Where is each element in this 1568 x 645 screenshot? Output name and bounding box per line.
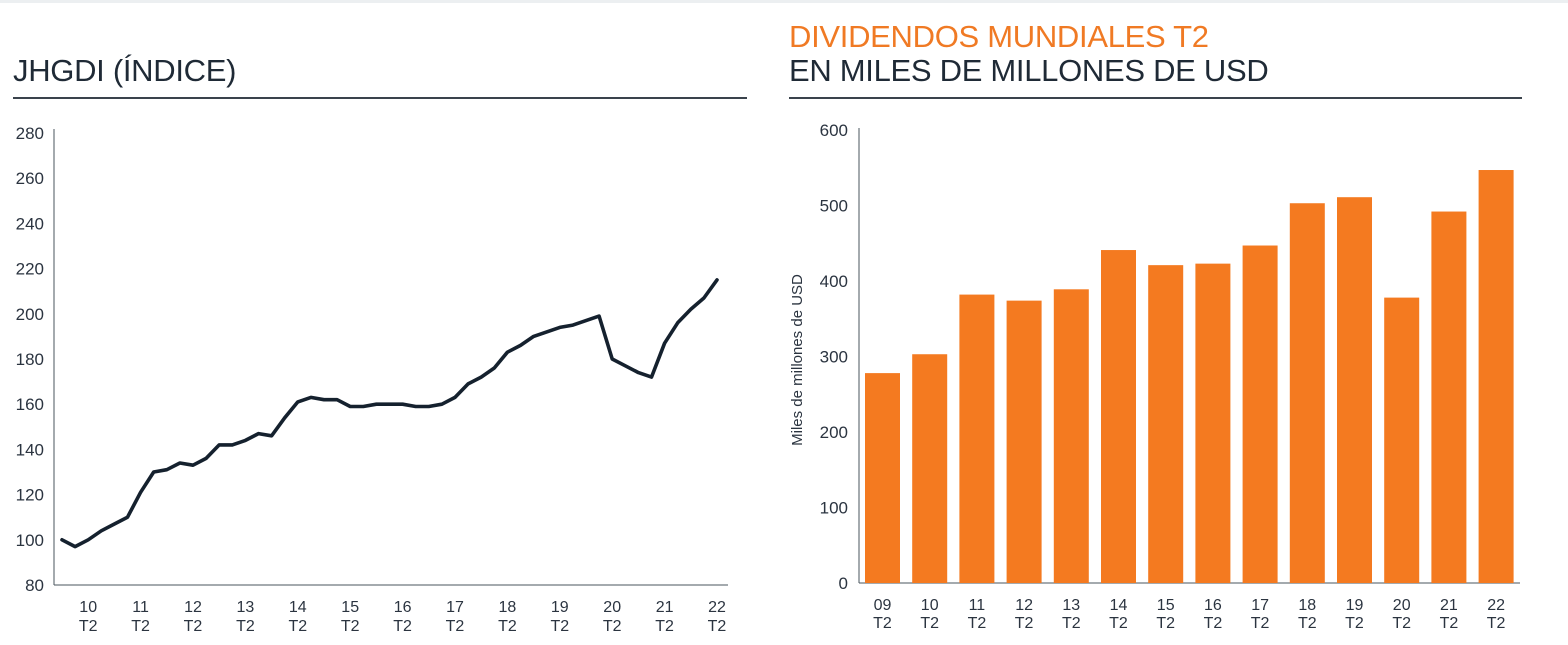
bar-12 [1006,300,1042,583]
x-tick-year: 15 [341,599,359,616]
x-tick-year: 16 [1204,597,1222,614]
y-axis-title: Miles de millones de USD [789,274,806,446]
x-tick-year: 17 [1251,597,1269,614]
dividends-chart-panel: DIVIDENDOS MUNDIALES T2 EN MILES DE MILL… [776,0,1568,645]
x-tick-quarter: T2 [1251,615,1270,632]
series-line-jhgdi [60,278,719,549]
x-tick-quarter: T2 [1109,615,1128,632]
bar-10 [912,354,948,583]
y-tick-label: 120 [16,486,44,505]
x-tick-quarter: T2 [1015,615,1034,632]
x-tick-quarter: T2 [550,618,569,635]
x-tick-quarter: T2 [708,618,727,635]
x-tick-quarter: T2 [1392,615,1411,632]
y-tick-label: 600 [820,121,848,140]
x-tick-quarter: T2 [1440,615,1459,632]
x-tick-year: 16 [394,599,412,616]
x-tick-year: 21 [1440,597,1458,614]
x-tick-year: 19 [551,599,569,616]
index-chart-panel: JHGDI (ÍNDICE) 80 100 120 140 160 180 200 220 24… [0,0,760,645]
x-tick-year: 11 [969,597,986,614]
bar-09 [865,373,900,583]
x-tick-year: 12 [184,599,202,616]
y-tick-label: 500 [820,197,848,216]
x-tick-quarter: T2 [498,618,517,635]
bar-17 [1242,245,1278,583]
x-tick-quarter: T2 [873,615,892,632]
x-tick-year: 19 [1346,597,1364,614]
y-tick-label: 280 [16,124,44,143]
x-tick-quarter: T2 [655,618,674,635]
x-tick-year: 13 [237,599,255,616]
bar-22 [1478,170,1514,583]
bar-19 [1337,197,1372,583]
x-tick-year: 17 [446,599,464,616]
y-tick-label: 240 [16,214,44,233]
x-tick-quarter: T2 [1204,615,1223,632]
bar-16 [1195,263,1231,583]
x-tick-year: 14 [289,599,307,616]
x-tick-year: 15 [1157,597,1175,614]
x-tick-year: 14 [1110,597,1128,614]
y-tick-label: 300 [820,348,848,367]
x-tick-quarter: T2 [1298,615,1317,632]
x-tick-year: 11 [132,599,149,616]
y-tick-label: 100 [16,531,44,550]
x-tick-quarter: T2 [1345,615,1364,632]
y-tick-label: 200 [16,305,44,324]
index-chart-title: JHGDI (ÍNDICE) [13,53,237,88]
y-tick-label: 200 [820,423,848,442]
x-tick-quarter: T2 [184,618,203,635]
dividends-chart-title: DIVIDENDOS MUNDIALES T2 [789,19,1209,54]
x-tick-year: 10 [79,599,97,616]
x-tick-quarter: T2 [968,615,987,632]
x-tick-quarter: T2 [1156,615,1175,632]
bar-13 [1053,289,1089,583]
dividends-bar-chart: 0 100 200 300 400 500 600 Miles de millones de … [789,121,1520,632]
index-chart-title-rule [13,97,747,99]
y-tick-label: 0 [839,574,848,593]
x-tick-quarter: T2 [131,618,150,635]
x-tick-year: 20 [1393,597,1411,614]
y-tick-label: 260 [16,169,44,188]
x-tick-quarter: T2 [288,618,307,635]
y-tick-label: 180 [16,350,44,369]
x-tick-quarter: T2 [1487,615,1506,632]
bar-15 [1148,265,1184,583]
x-tick-quarter: T2 [79,618,98,635]
x-tick-quarter: T2 [920,615,939,632]
x-tick-year: 18 [1298,597,1316,614]
x-tick-year: 09 [874,597,892,614]
y-tick-label: 160 [16,395,44,414]
top-divider [0,0,1568,3]
bar-21 [1431,211,1467,584]
bar-11 [959,294,995,583]
x-tick-quarter: T2 [446,618,465,635]
bar-18 [1289,203,1325,584]
x-tick-year: 12 [1015,597,1033,614]
x-tick-quarter: T2 [393,618,412,635]
x-tick-year: 13 [1062,597,1080,614]
bar-20 [1384,297,1420,583]
y-tick-label: 100 [820,499,848,518]
dividends-chart-title-rule [789,97,1522,99]
x-tick-year: 10 [921,597,939,614]
x-tick-quarter: T2 [236,618,255,635]
y-tick-label: 400 [820,272,848,291]
y-tick-label: 80 [25,576,44,595]
dividends-chart-subtitle: EN MILES DE MILLONES DE USD [789,53,1269,88]
x-tick-quarter: T2 [341,618,360,635]
x-tick-year: 20 [603,599,621,616]
x-tick-quarter: T2 [1062,615,1081,632]
x-tick-quarter: T2 [603,618,622,635]
x-tick-year: 21 [656,599,674,616]
x-tick-year: 18 [499,599,517,616]
y-tick-label: 220 [16,260,44,279]
bar-14 [1101,250,1136,584]
index-line-chart: 80 100 120 140 160 180 200 220 240 260 280 10 T2 11 T2… [16,124,728,635]
x-tick-year: 22 [1487,597,1505,614]
x-tick-year: 22 [708,599,726,616]
y-tick-label: 140 [16,440,44,459]
